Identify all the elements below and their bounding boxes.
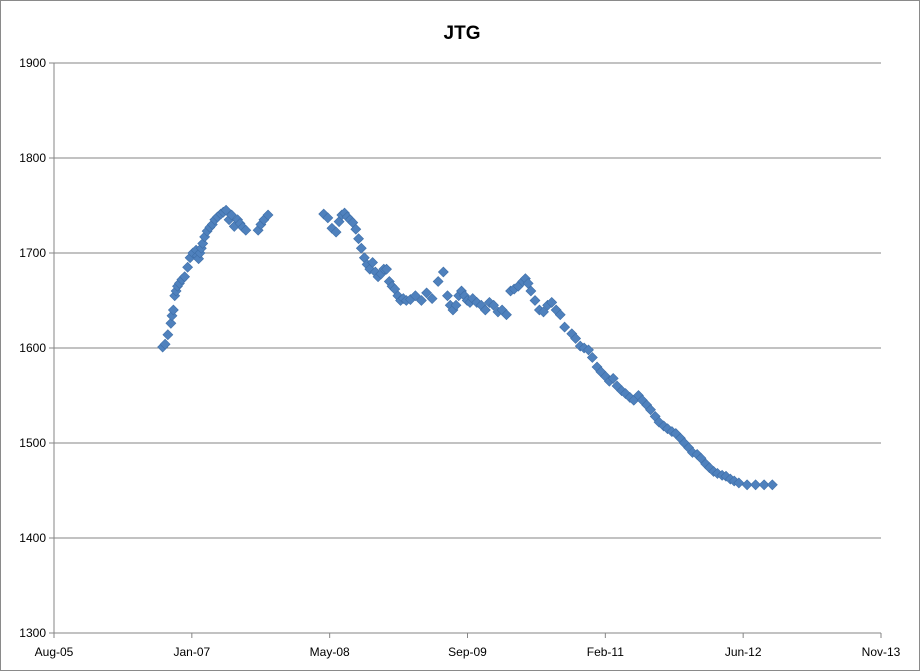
- x-tick-label: Jun-12: [725, 645, 762, 659]
- y-tick-label: 1500: [19, 436, 46, 450]
- x-tick-label: May-08: [310, 645, 350, 659]
- data-point: [193, 253, 205, 265]
- x-tick-label: Nov-13: [862, 645, 901, 659]
- data-point: [262, 209, 274, 221]
- data-point: [653, 416, 665, 428]
- data-point: [442, 290, 453, 302]
- data-point: [766, 479, 778, 491]
- x-tick-label: Feb-11: [587, 645, 624, 659]
- data-point: [330, 226, 342, 238]
- data-points: [157, 204, 778, 491]
- data-point: [162, 329, 174, 341]
- data-point: [415, 295, 427, 306]
- data-point: [733, 477, 745, 489]
- y-tick-label: 1300: [19, 626, 46, 640]
- data-point: [381, 263, 392, 275]
- x-tick-labels: Aug-05 Jan-07 May-08 Sep-09 Feb-11 Jun-12 Nov-…: [35, 645, 901, 659]
- data-point: [479, 304, 491, 316]
- data-point: [607, 372, 619, 384]
- data-point: [554, 309, 566, 321]
- y-tick-label: 1900: [19, 56, 46, 70]
- data-point: [529, 295, 541, 306]
- data-point: [421, 287, 433, 299]
- data-point: [159, 338, 171, 350]
- data-point: [432, 276, 444, 287]
- y-tick-label: 1800: [19, 151, 46, 165]
- data-point: [426, 293, 438, 305]
- data-point: [662, 423, 673, 435]
- data-point: [179, 271, 191, 283]
- data-point: [240, 224, 252, 236]
- data-point: [437, 266, 449, 278]
- data-point: [645, 404, 656, 416]
- y-tick-label: 1400: [19, 531, 46, 545]
- data-point: [488, 299, 499, 311]
- data-point: [758, 479, 770, 491]
- data-point: [583, 344, 594, 356]
- data-point: [322, 212, 334, 224]
- data-point: [355, 242, 367, 254]
- data-point: [450, 299, 462, 311]
- data-point: [182, 261, 194, 273]
- y-tick-labels: 1300 1400 1500 1600 1700 1800 1900: [19, 56, 46, 640]
- data-point: [353, 233, 364, 245]
- data-point: [409, 290, 421, 302]
- data-point: [525, 285, 537, 297]
- data-point: [570, 333, 582, 344]
- data-point: [720, 470, 732, 482]
- data-point: [741, 479, 753, 491]
- data-point: [167, 304, 179, 316]
- y-tick-label: 1600: [19, 341, 46, 355]
- data-point: [546, 296, 558, 308]
- data-point: [538, 306, 549, 318]
- data-point: [586, 352, 598, 363]
- y-tick-label: 1700: [19, 246, 46, 260]
- axes: [49, 62, 882, 638]
- data-point: [559, 321, 571, 333]
- data-point: [350, 223, 362, 235]
- chart-title: JTG: [444, 23, 481, 44]
- x-tick-label: Sep-09: [448, 645, 487, 659]
- x-tick-label: Aug-05: [35, 645, 74, 659]
- data-point: [750, 479, 762, 491]
- data-point: [165, 317, 177, 329]
- x-tick-label: Jan-07: [173, 645, 210, 659]
- data-point: [501, 309, 512, 321]
- data-point: [364, 263, 376, 275]
- data-point: [367, 257, 378, 268]
- data-point: [226, 209, 237, 221]
